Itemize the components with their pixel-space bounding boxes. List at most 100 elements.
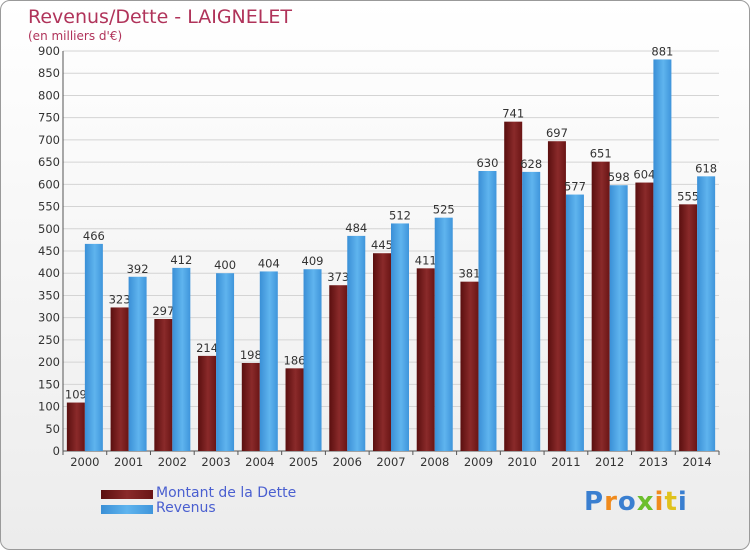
data-label-revenus: 409 bbox=[302, 254, 324, 268]
x-tick-label: 2001 bbox=[114, 455, 143, 469]
legend-swatch-revenus bbox=[101, 505, 153, 514]
bar-revenus bbox=[609, 185, 628, 451]
bar-dette bbox=[416, 268, 435, 451]
y-tick-label: 400 bbox=[38, 266, 60, 280]
y-tick-label: 100 bbox=[38, 400, 60, 414]
logo-letter: x bbox=[636, 487, 655, 517]
data-label-dette: 323 bbox=[109, 292, 131, 306]
y-tick-label: 150 bbox=[38, 377, 60, 391]
bar-dette bbox=[635, 182, 654, 452]
bar-revenus bbox=[303, 269, 322, 451]
bar-revenus bbox=[478, 171, 497, 451]
x-tick-label: 2006 bbox=[333, 455, 362, 469]
bar-revenus bbox=[653, 59, 672, 451]
y-tick-label: 350 bbox=[38, 288, 60, 302]
x-tick-label: 2008 bbox=[420, 455, 449, 469]
x-tick-label: 2004 bbox=[245, 455, 274, 469]
data-label-dette: 697 bbox=[546, 126, 568, 140]
chart-title: Revenus/Dette - LAIGNELET bbox=[28, 6, 292, 28]
data-label-dette: 555 bbox=[677, 189, 699, 203]
data-label-dette: 381 bbox=[458, 267, 480, 281]
data-label-dette: 109 bbox=[65, 388, 87, 402]
data-label-dette: 186 bbox=[284, 353, 306, 367]
data-label-revenus: 881 bbox=[651, 44, 673, 58]
bar-revenus bbox=[565, 194, 584, 452]
logo-letter: t bbox=[664, 487, 678, 517]
bar-revenus bbox=[391, 223, 409, 451]
legend-swatch-dette bbox=[101, 490, 153, 499]
data-label-revenus: 525 bbox=[433, 203, 455, 217]
data-label-revenus: 630 bbox=[476, 156, 498, 170]
bar-revenus bbox=[434, 217, 453, 451]
bar-dette bbox=[110, 307, 129, 451]
y-tick-label: 850 bbox=[38, 66, 60, 80]
data-label-revenus: 618 bbox=[695, 161, 717, 175]
bar-revenus bbox=[259, 271, 278, 451]
bar-revenus bbox=[128, 276, 147, 451]
bar-dette bbox=[154, 319, 173, 451]
bar-dette bbox=[679, 204, 698, 451]
data-label-revenus: 598 bbox=[608, 170, 630, 184]
x-tick-label: 2003 bbox=[201, 455, 230, 469]
y-tick-label: 750 bbox=[38, 111, 60, 125]
data-label-revenus: 484 bbox=[345, 221, 367, 235]
logo-letter: i bbox=[654, 487, 665, 517]
x-tick-label: 2010 bbox=[508, 455, 537, 469]
y-tick-label: 550 bbox=[38, 200, 60, 214]
x-tick-label: 2009 bbox=[464, 455, 493, 469]
y-tick-label: 650 bbox=[38, 155, 60, 169]
bar-dette bbox=[591, 161, 610, 451]
x-tick-label: 2002 bbox=[158, 455, 187, 469]
data-label-dette: 214 bbox=[196, 341, 218, 355]
x-tick-label: 2007 bbox=[376, 455, 405, 469]
bar-revenus bbox=[347, 235, 366, 451]
bar-dette bbox=[547, 141, 566, 451]
y-tick-label: 700 bbox=[38, 133, 60, 147]
bar-dette bbox=[373, 253, 391, 451]
bar-dette bbox=[285, 368, 304, 451]
bar-dette bbox=[460, 281, 479, 451]
logo-letter: i bbox=[677, 487, 688, 517]
x-tick-label: 2014 bbox=[682, 455, 711, 469]
data-label-revenus: 412 bbox=[170, 253, 192, 267]
logo-letter: r bbox=[604, 487, 618, 517]
data-label-revenus: 577 bbox=[564, 180, 586, 194]
y-tick-label: 900 bbox=[38, 44, 60, 58]
logo-letter: P bbox=[584, 487, 605, 517]
data-label-dette: 198 bbox=[240, 348, 262, 362]
y-tick-label: 250 bbox=[38, 333, 60, 347]
data-label-revenus: 466 bbox=[83, 229, 105, 243]
y-tick-label: 450 bbox=[38, 244, 60, 258]
bar-revenus bbox=[172, 267, 191, 451]
data-label-dette: 373 bbox=[327, 270, 349, 284]
y-tick-label: 200 bbox=[38, 355, 60, 369]
data-label-dette: 741 bbox=[502, 107, 524, 121]
x-tick-label: 2005 bbox=[289, 455, 318, 469]
y-tick-label: 0 bbox=[53, 444, 60, 458]
legend-label-dette: Montant de la Dette bbox=[156, 485, 297, 501]
data-label-revenus: 404 bbox=[258, 256, 280, 270]
x-tick-label: 2013 bbox=[639, 455, 668, 469]
legend-label-revenus: Revenus bbox=[156, 500, 216, 516]
chart-subtitle: (en milliers d'€) bbox=[28, 29, 123, 43]
x-tick-label: 2012 bbox=[595, 455, 624, 469]
data-label-dette: 411 bbox=[415, 253, 437, 267]
y-tick-label: 800 bbox=[38, 88, 60, 102]
bar-revenus bbox=[697, 176, 716, 452]
bar-revenus bbox=[216, 273, 235, 451]
y-tick-label: 300 bbox=[38, 311, 60, 325]
y-tick-label: 500 bbox=[38, 222, 60, 236]
y-tick-label: 50 bbox=[45, 422, 60, 436]
x-tick-label: 2000 bbox=[70, 455, 99, 469]
data-label-revenus: 392 bbox=[127, 262, 149, 276]
data-label-revenus: 628 bbox=[520, 157, 542, 171]
data-label-dette: 651 bbox=[590, 147, 612, 161]
data-label-dette: 445 bbox=[371, 238, 393, 252]
data-label-dette: 604 bbox=[633, 168, 655, 182]
data-label-revenus: 400 bbox=[214, 258, 236, 272]
data-label-revenus: 512 bbox=[389, 208, 411, 222]
proxiti-logo: Proxiti bbox=[584, 487, 688, 517]
logo-letter: o bbox=[617, 487, 637, 517]
